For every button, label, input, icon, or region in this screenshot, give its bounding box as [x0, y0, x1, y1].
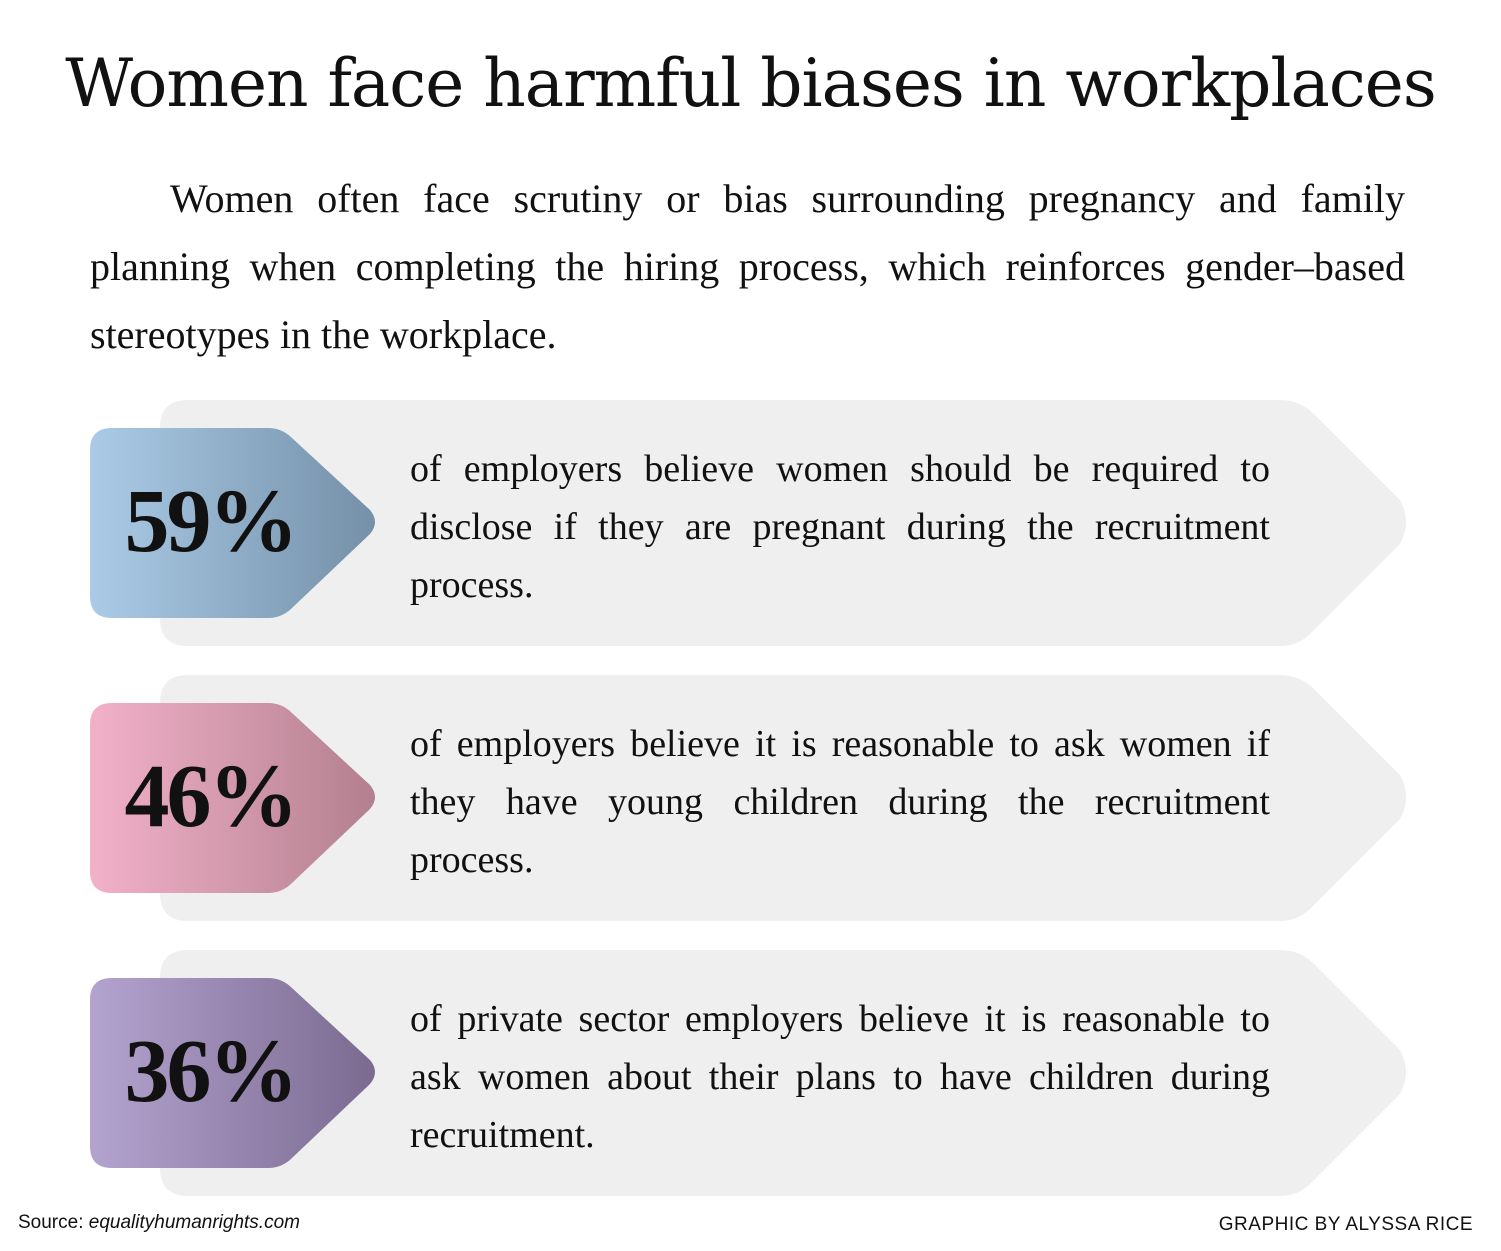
stat-card-background: [90, 400, 1406, 646]
stat-card-1: 59% of employers believe women should be…: [0, 400, 1501, 650]
percent-tag: [90, 978, 375, 1168]
stat-value: 46%: [124, 747, 299, 846]
percent-tag: [90, 703, 375, 893]
percent-tag: [90, 428, 375, 618]
arrow-panel: [160, 950, 1406, 1196]
stat-description: of employers believe women should be req…: [410, 448, 1270, 606]
stat-value: 59%: [124, 472, 299, 571]
stat-card-background: [90, 950, 1406, 1196]
stat-card-3: 36% of private sector employers believe …: [0, 950, 1501, 1200]
source-label: Source:: [18, 1212, 89, 1233]
source-line: Source: equalityhumanrights.com: [18, 1212, 300, 1234]
stat-card-background: [90, 675, 1406, 921]
arrow-panel: [160, 400, 1406, 646]
stat-value: 36%: [124, 1022, 299, 1121]
arrow-panel: [160, 675, 1406, 921]
graphic-credit: GRAPHIC BY ALYSSA RICE: [1218, 1214, 1473, 1235]
page-title: Women face harmful biases in workplaces: [65, 45, 1436, 122]
stat-card-2: 46% of employers believe it is reasonabl…: [0, 675, 1501, 925]
intro-paragraph: Women often face scrutiny or bias surrou…: [90, 176, 1405, 357]
stat-description: of employers believe it is reasonable to…: [410, 723, 1270, 881]
source-link[interactable]: equalityhumanrights.com: [88, 1212, 300, 1233]
stat-description: of private sector employers believe it i…: [410, 998, 1270, 1156]
